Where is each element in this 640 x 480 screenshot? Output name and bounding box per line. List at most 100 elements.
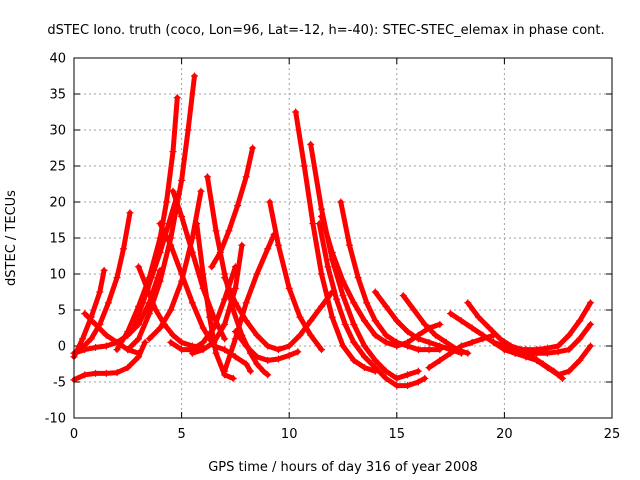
data-point bbox=[307, 331, 315, 339]
data-point bbox=[167, 241, 175, 249]
grid bbox=[74, 58, 612, 418]
data-point bbox=[393, 342, 401, 350]
data-point bbox=[361, 317, 369, 325]
data-point bbox=[249, 144, 257, 152]
data-point bbox=[533, 356, 541, 364]
data-point bbox=[382, 367, 390, 375]
series-17 bbox=[193, 220, 237, 382]
y-tick-label: 30 bbox=[49, 124, 66, 139]
data-point bbox=[124, 346, 132, 354]
series-21 bbox=[221, 274, 336, 354]
data-point bbox=[586, 342, 594, 350]
data-point bbox=[339, 292, 347, 300]
data-point bbox=[246, 367, 254, 375]
data-point bbox=[414, 346, 422, 354]
data-point bbox=[339, 342, 347, 350]
data-point bbox=[285, 351, 293, 359]
data-point bbox=[410, 306, 418, 314]
data-point bbox=[221, 367, 229, 375]
chart-title: dSTEC Iono. truth (coco, Lon=96, Lat=-12… bbox=[47, 23, 604, 38]
data-point bbox=[221, 295, 229, 303]
data-point bbox=[113, 346, 121, 354]
data-point bbox=[242, 173, 250, 181]
data-point bbox=[425, 338, 433, 346]
data-point bbox=[167, 338, 175, 346]
data-point bbox=[317, 212, 325, 220]
y-tick-label: 35 bbox=[49, 88, 66, 103]
data-point bbox=[231, 284, 239, 292]
data-point bbox=[464, 299, 472, 307]
series-line bbox=[131, 192, 180, 327]
data-point bbox=[81, 346, 89, 354]
data-point bbox=[436, 342, 444, 350]
data-point bbox=[363, 299, 371, 307]
axis-ticks: 0 5 10 15 20 25 -10 -5 0 5 10 15 20 25 30 35 40 bbox=[45, 52, 621, 443]
series-24 bbox=[315, 220, 429, 390]
data-point bbox=[285, 284, 293, 292]
data-point bbox=[163, 198, 171, 206]
data-point bbox=[169, 331, 177, 339]
data-point bbox=[253, 270, 261, 278]
data-point bbox=[152, 306, 160, 314]
data-point bbox=[317, 346, 325, 354]
data-point bbox=[371, 331, 379, 339]
series-19 bbox=[231, 328, 302, 364]
data-point bbox=[333, 295, 341, 303]
series-line bbox=[125, 73, 197, 353]
data-point bbox=[328, 313, 336, 321]
data-point bbox=[199, 338, 207, 346]
y-tick-label: 25 bbox=[49, 160, 66, 175]
data-point bbox=[165, 220, 173, 228]
x-axis-label: GPS time / hours of day 316 of year 2008 bbox=[208, 460, 478, 475]
data-point bbox=[382, 331, 390, 339]
data-point bbox=[92, 343, 100, 351]
series-8 bbox=[130, 191, 181, 328]
data-point bbox=[393, 382, 401, 390]
data-series bbox=[70, 72, 594, 390]
data-point bbox=[475, 313, 483, 321]
x-tick-label: 25 bbox=[604, 427, 621, 442]
data-point bbox=[178, 212, 186, 220]
data-point bbox=[404, 328, 412, 336]
x-tick-label: 5 bbox=[177, 427, 185, 442]
data-point bbox=[212, 349, 220, 357]
data-point bbox=[156, 248, 164, 256]
data-point bbox=[447, 349, 455, 357]
y-tick-label: 5 bbox=[58, 304, 66, 319]
data-point bbox=[274, 355, 282, 363]
data-point bbox=[414, 335, 422, 343]
data-point bbox=[468, 338, 476, 346]
x-tick-label: 10 bbox=[281, 427, 298, 442]
data-point bbox=[156, 277, 164, 285]
data-point bbox=[197, 187, 205, 195]
data-point bbox=[124, 328, 132, 336]
data-point bbox=[143, 284, 151, 292]
data-point bbox=[393, 317, 401, 325]
data-point bbox=[576, 317, 584, 325]
data-point bbox=[231, 353, 239, 361]
data-point bbox=[212, 227, 220, 235]
data-point bbox=[522, 353, 530, 361]
data-point bbox=[490, 338, 498, 346]
data-point bbox=[274, 241, 282, 249]
data-point bbox=[221, 320, 229, 328]
data-point bbox=[139, 299, 147, 307]
data-point bbox=[382, 374, 390, 382]
data-point bbox=[317, 270, 325, 278]
data-point bbox=[266, 198, 274, 206]
data-point bbox=[253, 353, 261, 361]
data-point bbox=[354, 274, 362, 282]
data-point bbox=[576, 335, 584, 343]
data-point bbox=[404, 338, 412, 346]
data-point bbox=[102, 342, 110, 350]
data-point bbox=[421, 374, 429, 382]
data-point bbox=[328, 248, 336, 256]
data-point bbox=[81, 371, 89, 379]
series-32 bbox=[490, 299, 594, 354]
series-7 bbox=[124, 72, 199, 354]
data-point bbox=[432, 331, 440, 339]
data-point bbox=[92, 320, 100, 328]
data-point bbox=[294, 348, 302, 356]
data-point bbox=[231, 299, 239, 307]
